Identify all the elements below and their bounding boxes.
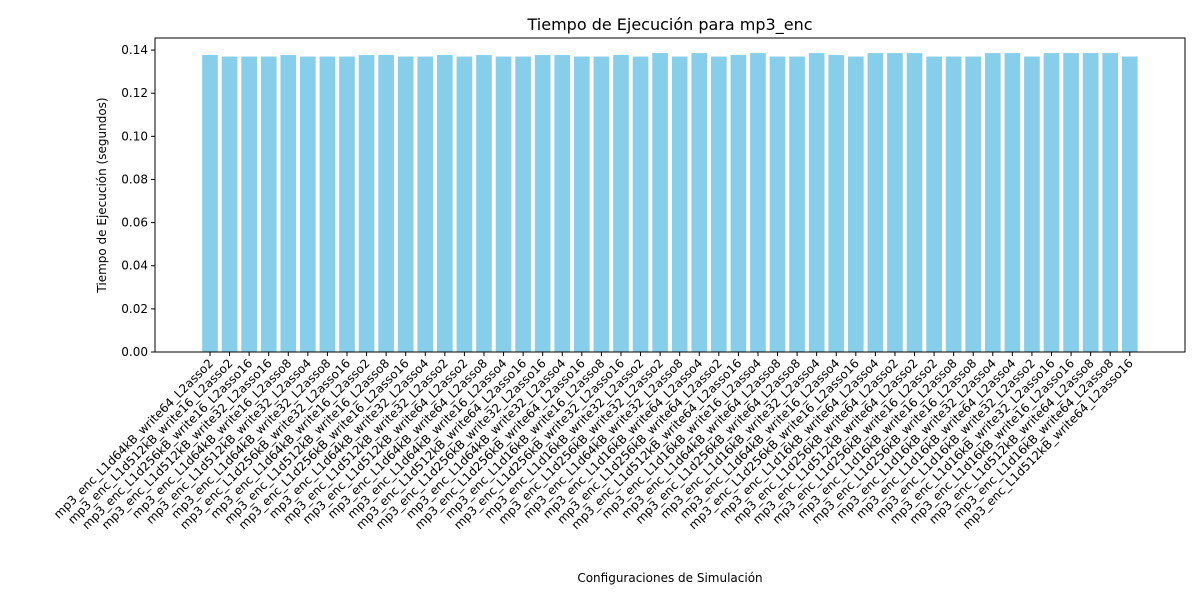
bar	[828, 55, 845, 353]
y-tick-label: 0.10	[121, 129, 148, 143]
bar	[926, 56, 942, 353]
bar	[574, 56, 590, 353]
bar	[202, 55, 218, 353]
bar	[1063, 53, 1079, 352]
y-tick-label: 0.06	[121, 216, 148, 230]
bar	[730, 55, 747, 353]
bar	[515, 56, 531, 353]
bar	[495, 56, 512, 353]
bar	[358, 55, 375, 353]
bar	[1102, 53, 1119, 352]
bar	[378, 55, 394, 353]
bar	[691, 53, 708, 352]
y-axis-label: Tiempo de Ejecución (segundos)	[95, 97, 109, 293]
bar	[769, 56, 786, 353]
bar	[319, 56, 336, 353]
bar	[221, 56, 238, 353]
y-tick-label: 0.08	[121, 172, 148, 186]
chart-title: Tiempo de Ejecución para mp3_enc	[527, 15, 813, 35]
bar	[1004, 53, 1021, 352]
bar	[456, 56, 473, 353]
y-tick-label: 0.12	[121, 86, 148, 100]
bar	[671, 56, 688, 353]
y-tick-label: 0.00	[121, 345, 148, 359]
bar	[554, 55, 571, 353]
bar	[847, 56, 864, 353]
bar	[789, 56, 805, 353]
bar	[965, 56, 982, 353]
bar	[339, 56, 355, 353]
bar	[945, 56, 962, 353]
bar	[887, 53, 903, 352]
bar	[1121, 56, 1138, 353]
bar	[613, 55, 629, 353]
bar	[280, 55, 297, 353]
plot-frame	[154, 37, 1186, 353]
y-tick-label: 0.04	[121, 259, 148, 273]
bar	[300, 56, 316, 353]
bar	[984, 53, 1001, 352]
bar	[417, 56, 434, 353]
bar	[593, 56, 610, 353]
bar	[1082, 53, 1099, 352]
bar	[906, 53, 923, 352]
bar	[710, 56, 727, 353]
x-axis-label: Configuraciones de Simulación	[577, 571, 762, 585]
bar	[632, 56, 649, 353]
bar	[476, 55, 492, 353]
bar	[534, 55, 551, 353]
bar	[241, 56, 257, 353]
bar	[1043, 53, 1060, 352]
bar	[652, 53, 668, 352]
bar	[750, 53, 766, 352]
bar	[1024, 56, 1040, 353]
bar	[260, 56, 277, 353]
bar	[867, 53, 884, 352]
bar	[397, 56, 414, 353]
bar	[437, 55, 453, 353]
bar	[808, 53, 825, 352]
y-tick-label: 0.02	[121, 302, 148, 316]
y-tick-label: 0.14	[121, 43, 148, 57]
